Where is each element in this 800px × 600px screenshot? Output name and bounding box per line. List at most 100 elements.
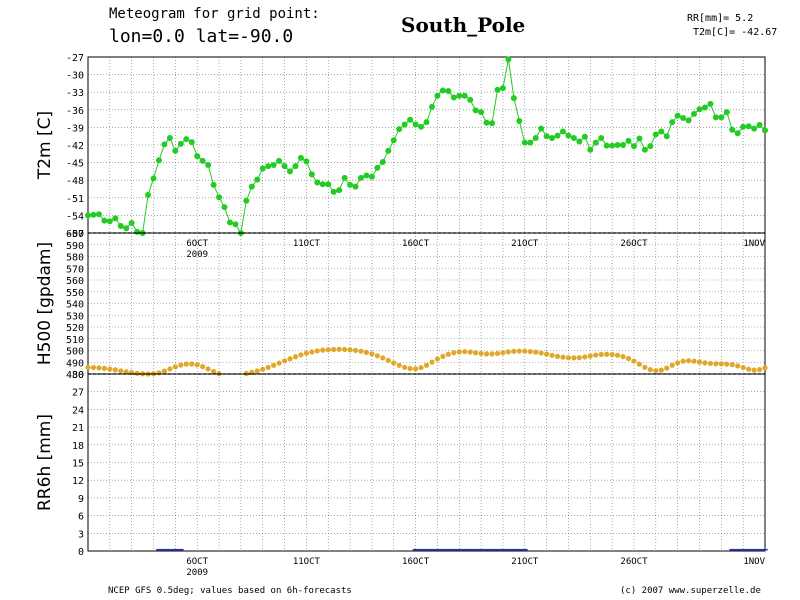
x-tick-label-lower: 21OCT — [511, 557, 539, 567]
t2m-point — [461, 92, 468, 99]
rr6h-bar — [751, 548, 757, 551]
h500-point — [489, 351, 495, 357]
y-tick-label: -48 — [66, 176, 84, 187]
h500-point — [620, 354, 626, 360]
t2m-point — [554, 132, 561, 139]
t2m-point — [505, 56, 512, 63]
y-tick-label: 30 — [72, 370, 84, 381]
h500-point — [685, 358, 692, 364]
t2m-point — [226, 219, 233, 226]
t2m-point — [188, 139, 195, 146]
meteogram-title-line2: lon=0.0 lat=-90.0 — [109, 26, 294, 47]
h500-point — [527, 348, 533, 355]
t2m-point — [325, 181, 332, 188]
h500-point — [614, 352, 621, 358]
t2m-point — [691, 110, 698, 117]
t2m-point — [379, 159, 386, 166]
h500-point — [451, 350, 457, 356]
h500-point — [342, 346, 348, 353]
y-tick-label: 24 — [72, 405, 84, 416]
t2m-point — [652, 131, 659, 138]
t2m-point — [581, 133, 588, 140]
y-tick-label: 12 — [72, 476, 84, 487]
h500-point — [707, 360, 714, 367]
rr6h-bar — [489, 548, 495, 551]
panel-frame — [87, 373, 766, 552]
h500-point — [724, 361, 730, 367]
h500-point — [511, 348, 517, 354]
t2m-point — [712, 114, 719, 121]
t2m-point — [669, 119, 676, 126]
h500-point — [107, 366, 113, 372]
h500-point — [642, 364, 648, 370]
h500-point — [134, 370, 140, 376]
h500-point — [292, 354, 299, 360]
t2m-point — [243, 197, 250, 204]
t2m-point — [625, 137, 632, 144]
h500-point — [560, 354, 566, 360]
rr6h-bar — [167, 548, 173, 551]
t2m-point — [516, 117, 523, 124]
rr6h-bar — [461, 548, 468, 551]
t2m-point — [210, 181, 217, 188]
h500-point — [385, 357, 391, 363]
h500-point — [391, 360, 397, 366]
h500-point — [571, 355, 577, 361]
rr6h-bar — [756, 548, 763, 551]
h500-point — [549, 352, 555, 358]
y-tick-label: 570 — [66, 264, 84, 275]
h500-point — [374, 353, 380, 359]
h500-point — [363, 349, 370, 355]
h500-point — [445, 351, 451, 357]
t2m-point — [576, 138, 583, 145]
h500-point — [325, 347, 331, 353]
panel-frame — [87, 56, 766, 234]
t2m-point — [412, 121, 419, 128]
h500-point — [352, 347, 359, 353]
h500-point — [369, 351, 375, 357]
h500-point — [746, 366, 752, 372]
h500-point — [664, 365, 670, 371]
y-tick-label: -27 — [66, 53, 84, 64]
rr-total: RR[mm]= 5.2 — [687, 13, 754, 24]
t2m-point — [641, 146, 648, 153]
y-tick-label: 530 — [66, 311, 84, 322]
h500-point — [380, 355, 386, 361]
y-tick-label: -30 — [66, 71, 84, 82]
h500-point — [123, 369, 129, 375]
h500-point — [309, 349, 315, 355]
rr6h-bar — [418, 548, 424, 551]
t2m-point — [467, 96, 474, 103]
h500-point — [161, 368, 168, 374]
t2m-point — [216, 194, 223, 201]
t2m-point — [510, 95, 517, 102]
h500-point — [565, 355, 572, 361]
t2m-point — [592, 139, 599, 146]
rr6h-bar — [156, 548, 162, 551]
t2m-point — [336, 187, 343, 194]
t2m-point — [150, 175, 157, 182]
h500-point — [347, 347, 353, 353]
h500-point — [205, 366, 211, 372]
h500-point — [516, 348, 522, 354]
t2m-point — [418, 123, 425, 130]
t2m-point — [527, 139, 534, 146]
h500-point — [675, 360, 681, 366]
rr6h-bar — [505, 548, 512, 551]
h500-point — [533, 349, 539, 355]
h500-point — [680, 358, 686, 364]
x-tick-label-lower: 6OCT — [186, 557, 208, 567]
t2m-point — [385, 147, 392, 154]
rr6h-bar — [511, 548, 517, 551]
h500-point — [112, 367, 118, 373]
y-tick-label: 490 — [66, 358, 84, 369]
t2m-point — [123, 225, 130, 232]
t2m-point — [598, 134, 605, 141]
t2m-point — [685, 117, 692, 124]
x-tick-label-upper: 16OCT — [402, 239, 430, 249]
rr6h-bar — [734, 548, 741, 551]
y-tick-label: -42 — [66, 141, 84, 152]
t2m-point — [287, 168, 294, 175]
t2m-point — [183, 136, 190, 143]
t2m-point — [90, 211, 97, 218]
